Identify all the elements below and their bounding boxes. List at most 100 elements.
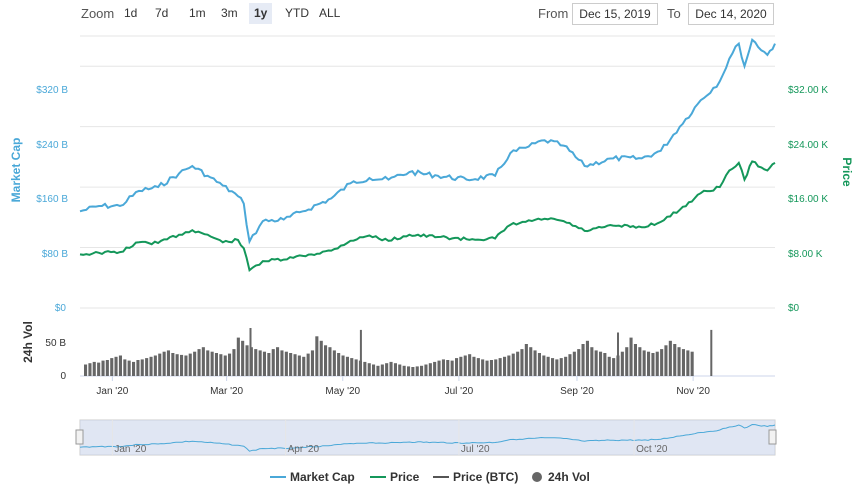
- volume-tick-top: $0: [55, 303, 67, 314]
- volume-bar: [332, 350, 336, 376]
- volume-bar: [140, 359, 144, 376]
- navigator-left-handle[interactable]: [75, 429, 84, 445]
- market-cap-swatch-icon: [270, 476, 286, 478]
- zoom-3m-button[interactable]: 3m: [216, 3, 243, 24]
- volume-bar: [101, 360, 105, 376]
- volume-bar: [289, 353, 293, 376]
- volume-bar: [520, 349, 524, 376]
- zoom-all-button[interactable]: ALL: [314, 3, 346, 24]
- left-tick-240b: $240 B: [36, 140, 68, 151]
- volume-bar: [633, 344, 637, 376]
- volume-bar: [498, 358, 502, 376]
- volume-bar: [664, 345, 668, 376]
- to-date-input[interactable]: [688, 3, 774, 25]
- legend-price-label: Price: [390, 470, 420, 484]
- volume-bar: [677, 347, 681, 376]
- navigator[interactable]: Jan '20 Apr '20 Jul '20 Oct '20: [75, 419, 777, 456]
- volume-bar: [201, 347, 205, 376]
- volume-bar: [127, 360, 131, 376]
- volume-bar: [564, 356, 568, 376]
- volume-bar: [110, 358, 114, 376]
- volume-bar: [533, 350, 537, 376]
- volume-bar: [337, 353, 341, 376]
- volume-bar: [463, 355, 467, 376]
- volume-bar: [276, 347, 280, 376]
- volume-bar: [585, 340, 589, 376]
- legend-price[interactable]: Price: [370, 468, 419, 486]
- volume-bar: [180, 354, 184, 376]
- volume-bar: [481, 359, 485, 376]
- volume-bar: [393, 363, 397, 376]
- volume-bar: [254, 349, 258, 376]
- zoom-7d-button[interactable]: 7d: [150, 3, 174, 24]
- chart-toolbar: Zoom 1d 7d 1m 3m 1y YTD ALL From To: [0, 0, 860, 30]
- x-tick-label-3: Jul '20: [445, 386, 474, 397]
- left-tick-160b: $160 B: [36, 194, 68, 205]
- volume-bar: [551, 358, 555, 376]
- zoom-1y-button[interactable]: 1y: [249, 3, 273, 24]
- volume-bar: [647, 351, 651, 376]
- volume-bar: [651, 353, 655, 376]
- from-date-input[interactable]: [572, 3, 658, 25]
- volume-bar: [214, 353, 218, 376]
- volume-bar: [424, 364, 428, 376]
- volume-bar: [411, 367, 415, 376]
- zoom-ytd-button[interactable]: YTD: [280, 3, 314, 24]
- volume-bar: [398, 364, 402, 376]
- volume-tick-50b: 50 B: [45, 338, 66, 349]
- zoom-1d-button[interactable]: 1d: [119, 3, 143, 24]
- volume-bar: [206, 350, 210, 376]
- volume-bar: [262, 351, 266, 376]
- navigator-selection[interactable]: [80, 420, 775, 455]
- volume-bar: [642, 350, 646, 376]
- volume-spike-bar-1: [359, 329, 362, 376]
- volume-spike-bar-2: [617, 332, 619, 376]
- volume-bar: [354, 359, 358, 376]
- navigator-right-handle[interactable]: [768, 429, 777, 445]
- volume-bar: [306, 353, 310, 376]
- zoom-1m-button[interactable]: 1m: [184, 3, 211, 24]
- navigator-ticks: Jan '20 Apr '20 Jul '20 Oct '20: [111, 420, 668, 455]
- volume-bar: [84, 364, 88, 376]
- volume-bar: [118, 355, 122, 376]
- price-swatch-icon: [370, 476, 386, 478]
- volume-bar: [472, 356, 476, 376]
- volume-bar: [241, 340, 245, 376]
- volume-bar: [315, 336, 319, 376]
- volume-dot-icon: [532, 472, 542, 482]
- volume-bar: [153, 355, 157, 376]
- volume-bar: [681, 349, 685, 376]
- left-axis-title: Market Cap: [9, 138, 23, 203]
- volume-bar: [380, 364, 384, 376]
- volume-bar: [599, 351, 603, 376]
- volume-bar: [407, 366, 411, 376]
- right-axis-title: Price: [840, 157, 854, 187]
- volume-bar: [690, 351, 694, 376]
- legend-market-cap[interactable]: Market Cap: [270, 468, 355, 486]
- volume-bar: [389, 361, 393, 376]
- market-cap-line: [79, 38, 776, 245]
- x-tick-label-4: Sep '20: [560, 386, 594, 397]
- volume-bar: [612, 358, 616, 376]
- right-tick-24k: $24.00 K: [788, 140, 828, 151]
- volume-bar: [441, 359, 445, 376]
- x-tick-label-0: Jan '20: [96, 386, 128, 397]
- volume-bar: [193, 351, 197, 376]
- volume-bar: [455, 358, 459, 376]
- x-tick-label-1: Mar '20: [210, 386, 243, 397]
- volume-bar: [310, 350, 314, 376]
- chart-gridlines: [80, 65, 775, 249]
- right-tick-16k: $16.00 K: [788, 194, 828, 205]
- zoom-label: Zoom: [81, 6, 115, 21]
- volume-bar: [341, 355, 345, 376]
- volume-bar: [385, 363, 389, 376]
- volume-bar: [328, 347, 332, 376]
- volume-bar: [105, 360, 109, 376]
- volume-bar: [376, 365, 380, 376]
- volume-bar: [494, 359, 498, 376]
- volume-bar: [149, 356, 153, 376]
- legend-24h-vol[interactable]: 24h Vol: [532, 468, 590, 486]
- volume-bar: [524, 344, 528, 376]
- legend-price-btc[interactable]: Price (BTC): [433, 468, 518, 486]
- volume-bar: [236, 337, 240, 376]
